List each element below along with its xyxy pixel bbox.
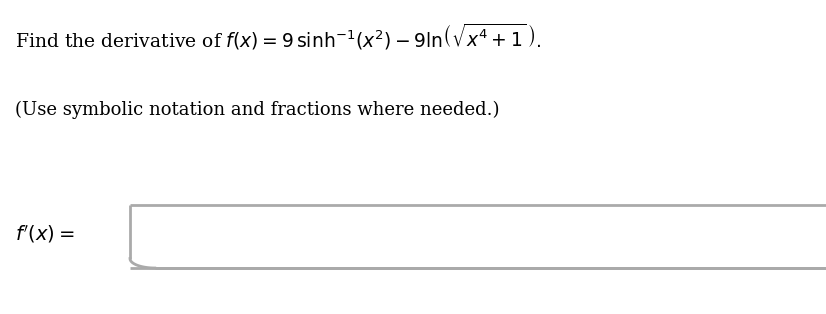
Text: (Use symbolic notation and fractions where needed.): (Use symbolic notation and fractions whe…	[15, 100, 500, 119]
Text: Find the derivative of $f(x) = 9\,\sinh^{-1}\!\left(x^2\right) - 9\ln\!\left(\sq: Find the derivative of $f(x) = 9\,\sinh^…	[15, 22, 542, 52]
Text: $f'(x) =$: $f'(x) =$	[15, 223, 74, 245]
